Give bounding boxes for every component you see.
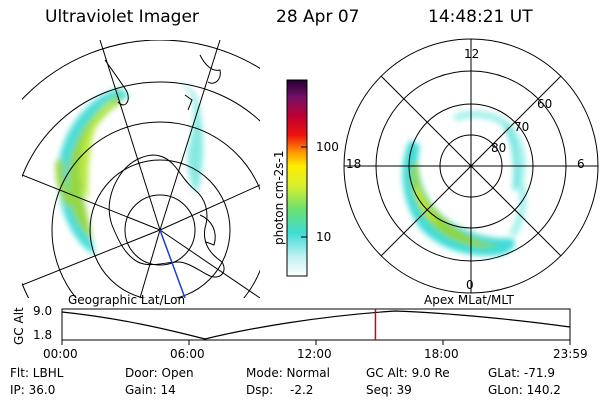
gain-readout: Gain: 14	[125, 383, 176, 397]
magnetic-caption: Apex MLat/MLT	[424, 293, 514, 307]
orbit-xtick: 23:59	[553, 347, 588, 361]
ip-readout: IP: 36.0	[10, 383, 56, 397]
orbit-ytick-high: 9.0	[33, 304, 53, 318]
geographic-caption: Geographic Lat/Lon	[68, 293, 186, 307]
orbit-xtick: 18:00	[424, 347, 459, 361]
gc-alt-readout: GC Alt: 9.0 Re	[366, 366, 450, 380]
geographic-image	[22, 40, 260, 298]
image-date: 28 Apr 07	[276, 7, 360, 27]
door-readout: Door: Open	[125, 366, 194, 380]
image-time: 14:48:21 UT	[428, 7, 533, 27]
dsp-label: Dsp:	[246, 383, 274, 397]
mlat-60-label: 60	[537, 97, 553, 111]
mlt-12-label: 12	[464, 47, 480, 61]
colorbar-unit-label: photon cm-2s-1	[272, 150, 286, 246]
orbit-xtick: 06:00	[170, 347, 205, 361]
colorbar	[286, 79, 308, 277]
app-title: Ultraviolet Imager	[45, 7, 199, 27]
dsp-value: -2.2	[290, 383, 314, 397]
filter-readout: Flt: LBHL	[10, 366, 64, 380]
glat-readout: GLat: -71.9	[488, 366, 555, 380]
mlt-0-label: 0	[466, 278, 474, 292]
orbit-ylabel: GC Alt	[12, 307, 26, 345]
colorbar-tick-100: 100	[316, 140, 339, 154]
mode-readout: Mode: Normal	[246, 366, 330, 380]
orbit-ytick-low: 1.8	[33, 328, 53, 342]
orbit-xtick: 00:00	[43, 347, 78, 361]
orbit-plot	[61, 308, 571, 345]
colorbar-tick-10: 10	[316, 230, 332, 244]
magnetic-panel	[343, 38, 599, 294]
mlat-70-label: 70	[514, 120, 530, 134]
mlt-18-label: 18	[346, 157, 362, 171]
mlt-6-label: 6	[577, 157, 585, 171]
seq-readout: Seq: 39	[366, 383, 412, 397]
orbit-xtick: 12:00	[297, 347, 332, 361]
glon-readout: GLon: 140.2	[488, 383, 561, 397]
mlat-80-label: 80	[491, 141, 507, 155]
